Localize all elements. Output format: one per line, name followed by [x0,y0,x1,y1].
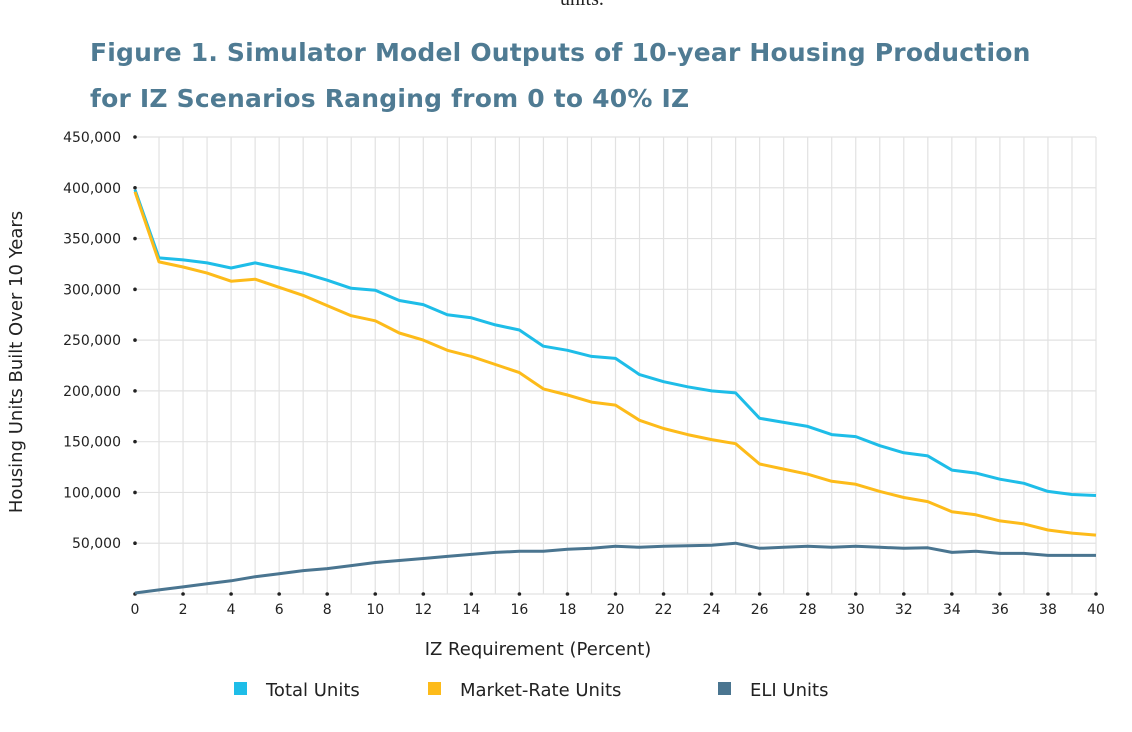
x-tick-mark [902,592,906,596]
legend-label: Total Units [265,680,360,701]
gridlines [135,136,1097,594]
y-tick-label: 150,000 [63,435,121,451]
x-tick-label: 26 [751,602,769,618]
legend-swatch [428,682,441,695]
y-tick-mark [133,287,137,292]
series-line-total-units [133,189,1097,497]
x-tick-label: 20 [607,602,625,618]
x-tick-label: 36 [991,602,1009,618]
figure-title-line2: for IZ Scenarios Ranging from 0 to 40% I… [90,84,690,113]
legend: Total Units Market-Rate Units ELI Units [234,680,828,701]
y-tick-label: 350,000 [63,232,121,248]
y-tick-mark [133,185,137,190]
x-tick-mark [325,592,330,596]
x-tick-label: 14 [462,602,480,618]
x-tick-mark [1046,592,1050,596]
y-tick-mark [133,135,137,139]
y-tick-mark [133,338,137,342]
x-tick-label: 12 [414,602,432,618]
x-tick-label: 28 [799,602,817,618]
axes: 50,000 100,000 150,000 200,000 250,000 300,00… [63,130,1105,618]
x-tick-label: 0 [131,602,140,618]
x-tick-label: 32 [895,602,913,618]
x-tick-mark [853,592,858,596]
legend-swatch [718,682,731,695]
x-tick-label: 16 [510,602,528,618]
x-tick-mark [709,592,714,596]
y-tick-label: 200,000 [63,384,121,400]
legend-label: Market-Rate Units [460,680,621,701]
preceding-text-fragment: units. [560,0,604,11]
x-tick-label: 38 [1039,602,1057,618]
x-tick-mark [517,592,522,596]
x-tick-label: 2 [179,602,188,618]
legend-label: ELI Units [750,680,828,701]
x-axis-label: IZ Requirement (Percent) [425,639,652,660]
y-tick-label: 450,000 [63,130,121,146]
x-tick-mark [1094,592,1098,596]
x-tick-mark [181,592,185,596]
y-tick-mark [133,541,137,546]
x-tick-label: 4 [227,602,236,618]
x-tick-label: 30 [847,602,865,618]
y-tick-label: 250,000 [63,333,121,349]
series-line-market-rate-units [133,191,1097,537]
x-tick-mark [661,592,666,596]
figure-title-line1: Figure 1. Simulator Model Outputs of 10-… [90,38,1031,67]
x-tick-mark [373,592,378,596]
y-tick-label: 300,000 [63,282,121,298]
x-tick-label: 24 [703,602,721,618]
x-tick-label: 22 [655,602,673,618]
x-tick-mark [565,592,570,596]
y-tick-mark [133,389,137,393]
x-tick-label: 8 [323,602,332,618]
legend-swatch [234,682,247,695]
x-tick-label: 10 [366,602,384,618]
series-line-eli-units [134,541,1096,595]
series-lines [133,189,1097,595]
x-tick-mark [950,592,954,596]
x-tick-mark [757,592,762,596]
y-axis-label: Housing Units Built Over 10 Years [6,211,27,513]
x-tick-mark [805,592,810,596]
x-tick-label: 18 [559,602,577,618]
y-tick-label: 100,000 [63,485,121,501]
x-tick-mark [613,592,618,596]
x-tick-mark [277,592,281,596]
y-tick-mark [133,490,137,495]
y-tick-mark [133,236,137,241]
x-tick-mark [998,592,1002,596]
y-tick-mark [133,439,137,444]
figure-title: Figure 1. Simulator Model Outputs of 10-… [90,30,1031,122]
x-tick-label: 34 [943,602,961,618]
x-tick-label: 40 [1087,602,1105,618]
x-tick-label: 6 [275,602,284,618]
x-tick-mark [421,592,426,596]
y-tick-label: 400,000 [63,181,121,197]
x-tick-mark [229,592,233,596]
x-tick-mark [469,592,474,596]
y-tick-label: 50,000 [72,536,121,552]
